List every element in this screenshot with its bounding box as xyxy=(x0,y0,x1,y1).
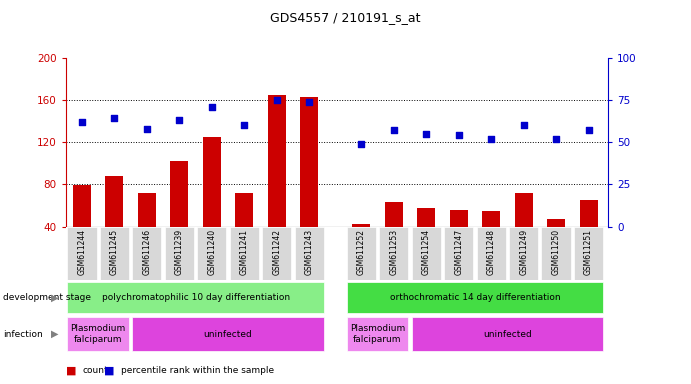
Text: GSM611253: GSM611253 xyxy=(389,229,398,275)
Text: GSM611239: GSM611239 xyxy=(175,229,184,275)
FancyBboxPatch shape xyxy=(164,227,194,280)
FancyBboxPatch shape xyxy=(347,317,408,351)
Text: uninfected: uninfected xyxy=(483,329,532,339)
Bar xyxy=(301,97,318,227)
Text: ▶: ▶ xyxy=(51,329,59,339)
FancyBboxPatch shape xyxy=(262,227,292,280)
Text: GSM611243: GSM611243 xyxy=(305,229,314,275)
Point xyxy=(356,141,367,147)
FancyBboxPatch shape xyxy=(132,317,324,351)
Text: count: count xyxy=(83,366,108,375)
FancyBboxPatch shape xyxy=(347,282,603,313)
Bar xyxy=(106,176,123,227)
Text: GSM611249: GSM611249 xyxy=(519,229,528,275)
FancyBboxPatch shape xyxy=(229,227,259,280)
Point xyxy=(109,115,120,121)
FancyBboxPatch shape xyxy=(197,227,227,280)
FancyBboxPatch shape xyxy=(574,227,603,280)
Point xyxy=(518,122,529,128)
Bar xyxy=(417,207,435,227)
Bar xyxy=(450,210,468,227)
FancyBboxPatch shape xyxy=(509,227,538,280)
Bar xyxy=(236,193,253,227)
Text: ▶: ▶ xyxy=(51,293,59,303)
Bar xyxy=(547,219,565,227)
Point xyxy=(453,132,464,138)
Text: orthochromatic 14 day differentiation: orthochromatic 14 day differentiation xyxy=(390,293,560,302)
Bar xyxy=(171,161,188,227)
Text: GSM611254: GSM611254 xyxy=(422,229,430,275)
Text: GSM611248: GSM611248 xyxy=(486,229,495,275)
Text: GSM611245: GSM611245 xyxy=(110,229,119,275)
Point xyxy=(239,122,250,128)
Text: GSM611244: GSM611244 xyxy=(77,229,86,275)
FancyBboxPatch shape xyxy=(477,227,506,280)
Text: polychromatophilic 10 day differentiation: polychromatophilic 10 day differentiatio… xyxy=(102,293,290,302)
Point xyxy=(388,127,399,133)
FancyBboxPatch shape xyxy=(379,227,408,280)
FancyBboxPatch shape xyxy=(444,227,473,280)
Point xyxy=(486,136,497,142)
Text: GSM611240: GSM611240 xyxy=(207,229,216,275)
FancyBboxPatch shape xyxy=(67,282,324,313)
FancyBboxPatch shape xyxy=(100,227,129,280)
Bar xyxy=(580,200,598,227)
FancyBboxPatch shape xyxy=(412,227,441,280)
Text: ■: ■ xyxy=(104,366,114,376)
Bar xyxy=(268,94,285,227)
Bar xyxy=(515,193,533,227)
Point xyxy=(174,117,185,123)
Point xyxy=(272,97,283,103)
Text: GDS4557 / 210191_s_at: GDS4557 / 210191_s_at xyxy=(270,12,421,25)
Text: Plasmodium
falciparum: Plasmodium falciparum xyxy=(70,324,126,344)
Text: GSM611242: GSM611242 xyxy=(272,229,281,275)
Text: ■: ■ xyxy=(66,366,76,376)
FancyBboxPatch shape xyxy=(67,227,97,280)
Text: Plasmodium
falciparum: Plasmodium falciparum xyxy=(350,324,405,344)
FancyBboxPatch shape xyxy=(412,317,603,351)
Text: GSM611252: GSM611252 xyxy=(357,229,366,275)
Bar xyxy=(385,202,403,227)
Text: infection: infection xyxy=(3,329,44,339)
Text: GSM611251: GSM611251 xyxy=(584,229,593,275)
Point xyxy=(77,119,88,125)
Text: GSM611247: GSM611247 xyxy=(454,229,463,275)
Text: percentile rank within the sample: percentile rank within the sample xyxy=(121,366,274,375)
FancyBboxPatch shape xyxy=(294,227,324,280)
Bar xyxy=(203,137,220,227)
Point xyxy=(304,98,315,104)
Text: GSM611246: GSM611246 xyxy=(142,229,151,275)
FancyBboxPatch shape xyxy=(347,227,376,280)
Text: GSM611250: GSM611250 xyxy=(551,229,560,275)
Text: GSM611241: GSM611241 xyxy=(240,229,249,275)
Text: uninfected: uninfected xyxy=(204,329,252,339)
Point xyxy=(583,127,594,133)
Bar xyxy=(482,211,500,227)
Point xyxy=(207,104,218,110)
Point xyxy=(551,136,562,142)
FancyBboxPatch shape xyxy=(67,317,129,351)
Point xyxy=(421,131,432,137)
FancyBboxPatch shape xyxy=(542,227,571,280)
Text: development stage: development stage xyxy=(3,293,91,302)
FancyBboxPatch shape xyxy=(132,227,162,280)
Bar xyxy=(352,224,370,227)
Point xyxy=(142,126,153,132)
Bar xyxy=(73,185,91,227)
Bar xyxy=(138,193,155,227)
